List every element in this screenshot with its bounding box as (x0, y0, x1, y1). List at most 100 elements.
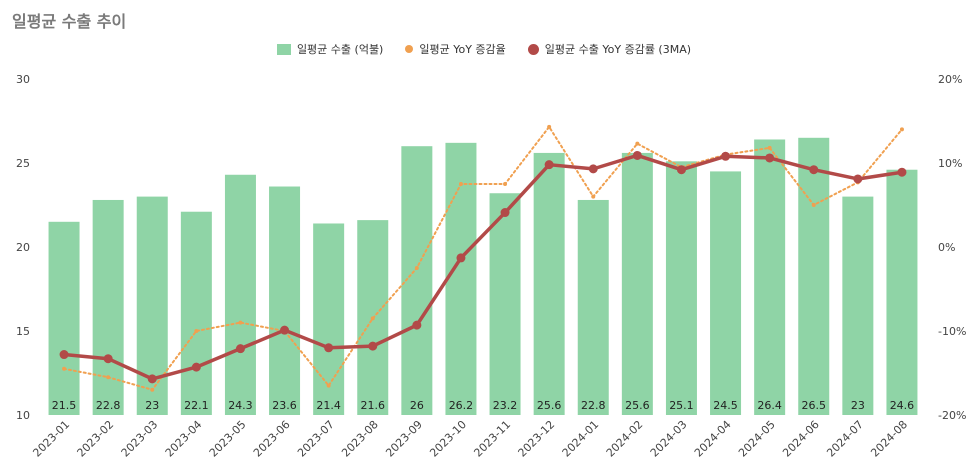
bar-value-label: 24.3 (228, 399, 253, 412)
bar-value-label: 24.5 (713, 399, 738, 412)
bar (665, 161, 697, 415)
x-tick-label: 2023-12 (516, 418, 558, 460)
bar (886, 169, 918, 415)
bar-value-label: 23.2 (493, 399, 518, 412)
x-tick-label: 2023-11 (471, 418, 513, 460)
ma-point (412, 320, 422, 330)
bar-value-label: 25.6 (537, 399, 562, 412)
ma-point (500, 208, 510, 218)
y-tick-label: 25 (16, 157, 30, 170)
x-tick-label: 2024-08 (868, 418, 910, 460)
legend-swatch-yoy (405, 45, 414, 53)
bar (621, 152, 653, 416)
bar (224, 174, 256, 415)
y2-tick-label: 0% (938, 241, 955, 254)
yoy-point (811, 203, 816, 207)
bar (754, 139, 786, 416)
bar (313, 223, 345, 415)
x-tick-label: 2023-02 (75, 418, 117, 460)
x-tick-label: 2024-04 (692, 418, 734, 460)
y-tick-label: 10 (16, 409, 30, 422)
bar (798, 137, 830, 416)
yoy-point (503, 182, 508, 186)
ma-point (809, 165, 819, 175)
x-tick-label: 2024-06 (780, 418, 822, 460)
bar-value-label: 21.5 (52, 399, 77, 412)
ma-point (632, 150, 642, 160)
ma-point (897, 167, 907, 177)
yoy-point (547, 124, 552, 129)
ma-point (456, 253, 466, 263)
yoy-point (767, 145, 772, 150)
x-tick-label: 2023-01 (30, 418, 72, 460)
legend-item-ma: 일평균 수출 YoY 증감률 (3MA) (527, 41, 691, 57)
bar-value-label: 21.6 (361, 399, 386, 412)
yoy-point (458, 182, 463, 186)
bar (48, 221, 80, 415)
x-tick-label: 2024-05 (736, 418, 778, 460)
x-tick-label: 2023-10 (427, 418, 469, 460)
bar-value-label: 23 (145, 399, 159, 412)
bar-value-label: 21.4 (316, 399, 341, 412)
bar-value-label: 26.5 (802, 399, 827, 412)
legend-item-bar: 일평균 수출 (억불) (276, 41, 384, 57)
ma-point (721, 151, 731, 161)
ma-point (191, 362, 201, 372)
x-tick-label: 2024-03 (648, 418, 690, 460)
yoy-point (591, 194, 596, 199)
x-tick-label: 2023-08 (339, 418, 381, 460)
yoy-point (326, 383, 331, 388)
yoy-point (414, 266, 419, 270)
ma-point (59, 350, 69, 360)
yoy-point (899, 127, 904, 132)
ma-point (147, 374, 157, 384)
x-tick-label: 2023-07 (295, 418, 337, 460)
bar-value-label: 25.6 (625, 399, 650, 412)
ma-point (765, 153, 775, 163)
yoy-line (63, 125, 903, 391)
bar (269, 186, 301, 415)
ma-line (63, 153, 903, 381)
x-tick-label: 2024-07 (824, 418, 866, 460)
y2-tick-label: -10% (938, 325, 966, 338)
bar (577, 199, 609, 415)
y-tick-label: 30 (16, 73, 30, 86)
ma-point (853, 174, 863, 184)
bar-value-label: 26.2 (449, 399, 474, 412)
x-tick-label: 2023-09 (383, 418, 425, 460)
yoy-point (238, 320, 243, 325)
bar-value-label: 22.8 (96, 399, 121, 412)
bar (92, 199, 124, 415)
bar-value-label: 22.8 (581, 399, 606, 412)
ma-point (235, 344, 245, 354)
y-tick-label: 15 (16, 325, 30, 338)
x-tick-label: 2024-01 (560, 418, 602, 460)
bar-value-label: 26 (410, 399, 424, 412)
yoy-point (150, 387, 155, 392)
bar-value-label: 22.1 (184, 399, 209, 412)
x-tick-label: 2023-04 (163, 418, 205, 460)
ma-point (368, 341, 378, 351)
bar-value-label: 26.4 (757, 399, 782, 412)
legend-swatch-bar (276, 43, 291, 55)
yoy-point (635, 141, 640, 146)
bar-value-label: 24.6 (890, 399, 915, 412)
yoy-point (62, 366, 67, 371)
bar-value-label: 23.6 (272, 399, 297, 412)
bar-value-label: 23 (851, 399, 865, 412)
chart-title: 일평균 수출 추이 (12, 12, 127, 31)
bar-value-label: 25.1 (669, 399, 694, 412)
bar (445, 142, 477, 415)
y-tick-label: 20 (16, 241, 30, 254)
x-tick-label: 2023-03 (119, 418, 161, 460)
x-tick-label: 2023-06 (251, 418, 293, 460)
bar (710, 171, 742, 415)
y2-tick-label: 10% (938, 157, 962, 170)
legend-item-yoy: 일평균 YoY 증감율 (405, 41, 506, 57)
legend-label-bar: 일평균 수출 (억불) (296, 43, 384, 56)
y2-tick-label: -20% (938, 409, 966, 422)
ma-point (324, 343, 334, 353)
bar (180, 211, 212, 415)
legend-swatch-ma (527, 43, 539, 55)
x-tick-label: 2023-05 (207, 418, 249, 460)
